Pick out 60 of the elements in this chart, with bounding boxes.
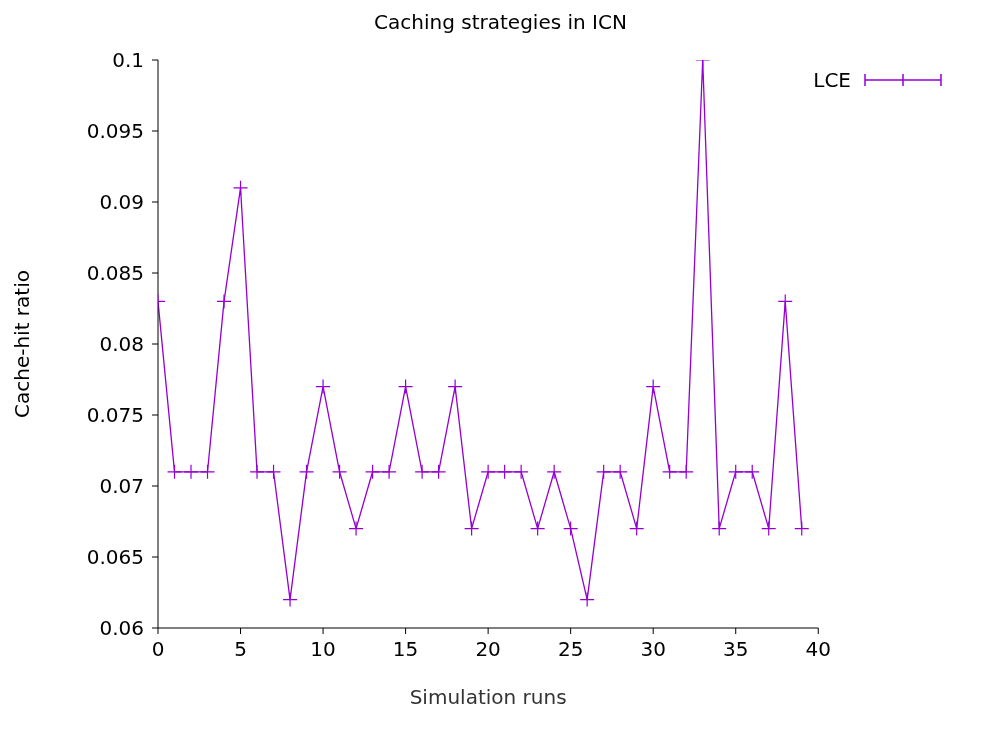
x-tick-label: 30	[640, 637, 666, 662]
y-tick-label: 0.08	[99, 332, 144, 357]
point	[794, 521, 810, 537]
point	[331, 464, 348, 480]
point	[777, 293, 793, 309]
point	[431, 464, 447, 480]
point	[447, 379, 463, 395]
point	[315, 379, 331, 395]
y-axis-title: Cache-hit ratio	[10, 270, 35, 418]
y-tick-label: 0.075	[86, 403, 144, 428]
point	[414, 464, 430, 480]
y-tick-label: 0.065	[86, 545, 144, 570]
point	[298, 464, 315, 480]
point	[645, 379, 661, 395]
x-tick-label: 35	[722, 637, 749, 662]
point	[629, 521, 645, 537]
point	[199, 464, 216, 480]
y-tick-label: 0.09	[99, 190, 144, 215]
point	[596, 464, 612, 480]
x-tick-label: 20	[475, 637, 501, 662]
point	[563, 521, 579, 537]
x-tick-label: 0	[151, 637, 165, 662]
point	[662, 464, 678, 480]
point	[364, 464, 381, 480]
point	[579, 592, 595, 608]
y-tick-label: 0.06	[99, 616, 144, 641]
chart-title: Caching strategies in ICN	[373, 10, 628, 34]
point	[397, 379, 414, 395]
point	[348, 521, 364, 537]
point	[480, 464, 496, 480]
point	[761, 521, 777, 537]
x-tick-label: 5	[234, 637, 247, 662]
point	[530, 521, 546, 537]
point	[381, 464, 397, 480]
x-tick-label: 40	[805, 637, 831, 662]
point	[183, 464, 199, 480]
point	[265, 464, 282, 480]
x-axis-title: Simulation runs	[409, 685, 567, 709]
y-tick-label: 0.095	[86, 119, 144, 144]
x-tick-label: 15	[392, 637, 419, 662]
point	[232, 180, 249, 196]
point	[166, 464, 183, 480]
y-tick-label: 0.1	[112, 48, 144, 73]
point	[744, 464, 760, 480]
y-tick-label: 0.085	[86, 261, 144, 286]
point	[513, 464, 529, 480]
point	[678, 464, 694, 480]
point	[546, 464, 562, 480]
y-tick-label: 0.07	[99, 474, 144, 499]
point	[497, 464, 513, 480]
point	[612, 464, 628, 480]
x-tick-label: 25	[557, 637, 584, 662]
point	[216, 293, 232, 309]
point	[711, 521, 727, 537]
point	[464, 521, 480, 537]
point	[282, 592, 298, 608]
x-tick-label: 10	[310, 637, 336, 662]
legend-label: LCE	[813, 68, 851, 92]
point	[728, 464, 744, 480]
point	[249, 464, 265, 480]
